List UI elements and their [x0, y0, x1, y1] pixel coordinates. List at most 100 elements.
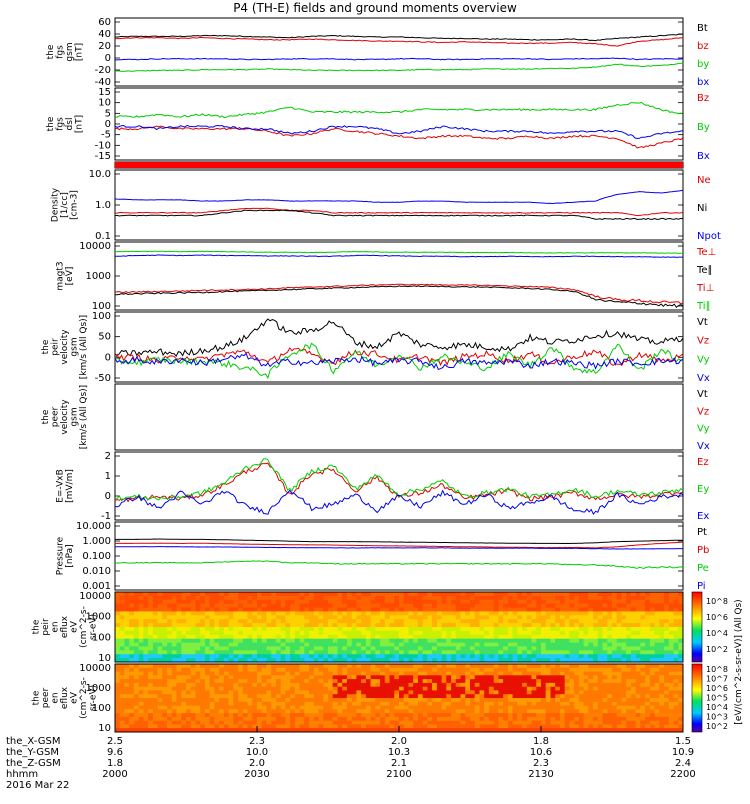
spec-cell [115, 667, 121, 673]
spec-cell [332, 650, 338, 655]
spec-cell [257, 690, 263, 695]
spec-cell [455, 709, 461, 714]
panel-tick-label: -20 [95, 65, 111, 76]
spec-cell [124, 658, 130, 663]
spec-cell [517, 627, 523, 632]
spec-cell [436, 646, 443, 651]
spec-cell [512, 603, 518, 609]
spec-cell [394, 619, 400, 624]
legend-label: bz [697, 41, 709, 52]
spec-cell [238, 630, 244, 636]
spec-cell [356, 607, 362, 612]
spec-cell [370, 638, 376, 644]
spec-cell [512, 713, 518, 718]
spec-cell [115, 595, 121, 601]
spec-cell [403, 634, 409, 640]
panel-tick-label: 1000 [86, 612, 111, 623]
spec-cell [640, 713, 646, 718]
spec-cell [408, 720, 414, 725]
spec-cell [384, 679, 390, 684]
spec-cell [285, 634, 291, 640]
spec-cell [252, 627, 258, 632]
spec-cell [536, 664, 542, 669]
spec-cell [602, 623, 608, 628]
spec-cell [621, 694, 627, 699]
spec-cell [257, 634, 263, 640]
spec-cell [678, 642, 684, 647]
spec-cell [219, 615, 225, 620]
spec-cell [555, 728, 561, 733]
spec-cell [342, 599, 348, 605]
spec-cell [427, 716, 433, 722]
spec-cell [517, 611, 523, 616]
spec-cell [375, 615, 381, 620]
spec-cell [304, 619, 310, 624]
spec-cell [176, 675, 182, 680]
spec-cell [204, 716, 211, 722]
spec-cell [630, 705, 637, 710]
colorbar-tick: 10^5 [706, 694, 728, 703]
spec-cell [133, 682, 140, 688]
spec-cell [432, 658, 438, 663]
spec-cell [394, 642, 400, 647]
spec-cell [668, 686, 674, 691]
spec-cell [460, 634, 466, 640]
spec-cell [124, 664, 130, 669]
spec-cell [394, 705, 400, 710]
spec-cell [432, 619, 438, 624]
spec-cell [323, 630, 329, 636]
ephemeris-value: 1.8 [107, 758, 123, 769]
spec-cell [531, 720, 537, 725]
spec-cell [616, 619, 622, 624]
spec-cell [422, 679, 428, 684]
spec-cell [626, 592, 632, 597]
spec-cell [559, 646, 566, 651]
spec-cell [479, 638, 485, 644]
spec-cell [238, 642, 244, 647]
spec-cell [375, 630, 381, 636]
spec-cell [659, 698, 665, 703]
spec-cell [512, 690, 518, 695]
spec-cell [507, 619, 514, 624]
spec-cell [342, 671, 348, 676]
spec-cell [285, 599, 291, 605]
spec-cell [323, 650, 329, 655]
spec-cell [607, 667, 613, 673]
spec-cell [451, 720, 457, 725]
spec-cell [503, 654, 509, 659]
spec-cell [474, 599, 480, 605]
spec-cell [427, 664, 433, 669]
spec-cell [171, 615, 177, 620]
spec-cell [654, 675, 660, 680]
spec-cell [668, 630, 674, 636]
spec-cell [266, 682, 272, 688]
spec-cell [294, 603, 301, 609]
spec-cell [200, 667, 206, 673]
spec-cell [446, 630, 452, 636]
spec-cell [171, 654, 177, 659]
spec-cell [649, 654, 656, 659]
spec-cell [294, 701, 301, 707]
spec-cell [356, 592, 362, 597]
spec-cell [597, 682, 603, 688]
spec-cell [228, 671, 234, 676]
spec-cell [119, 698, 125, 703]
spec-cell [247, 694, 253, 699]
spec-cell [659, 720, 665, 725]
spec-cell [621, 675, 627, 680]
spec-cell [115, 642, 121, 647]
spec-cell [635, 654, 641, 659]
spec-cell [223, 728, 230, 733]
spec-cell [526, 607, 532, 612]
spec-cell [328, 627, 334, 632]
spec-cell [280, 642, 286, 647]
spec-cell [649, 698, 656, 703]
spec-cell [380, 679, 386, 684]
spec-cell [630, 619, 637, 624]
spec-cell [621, 686, 627, 691]
spec-cell [157, 724, 163, 729]
spec-cell [645, 646, 651, 651]
spec-cell [484, 728, 490, 733]
spec-cell [375, 627, 381, 632]
spec-cell [275, 607, 282, 612]
